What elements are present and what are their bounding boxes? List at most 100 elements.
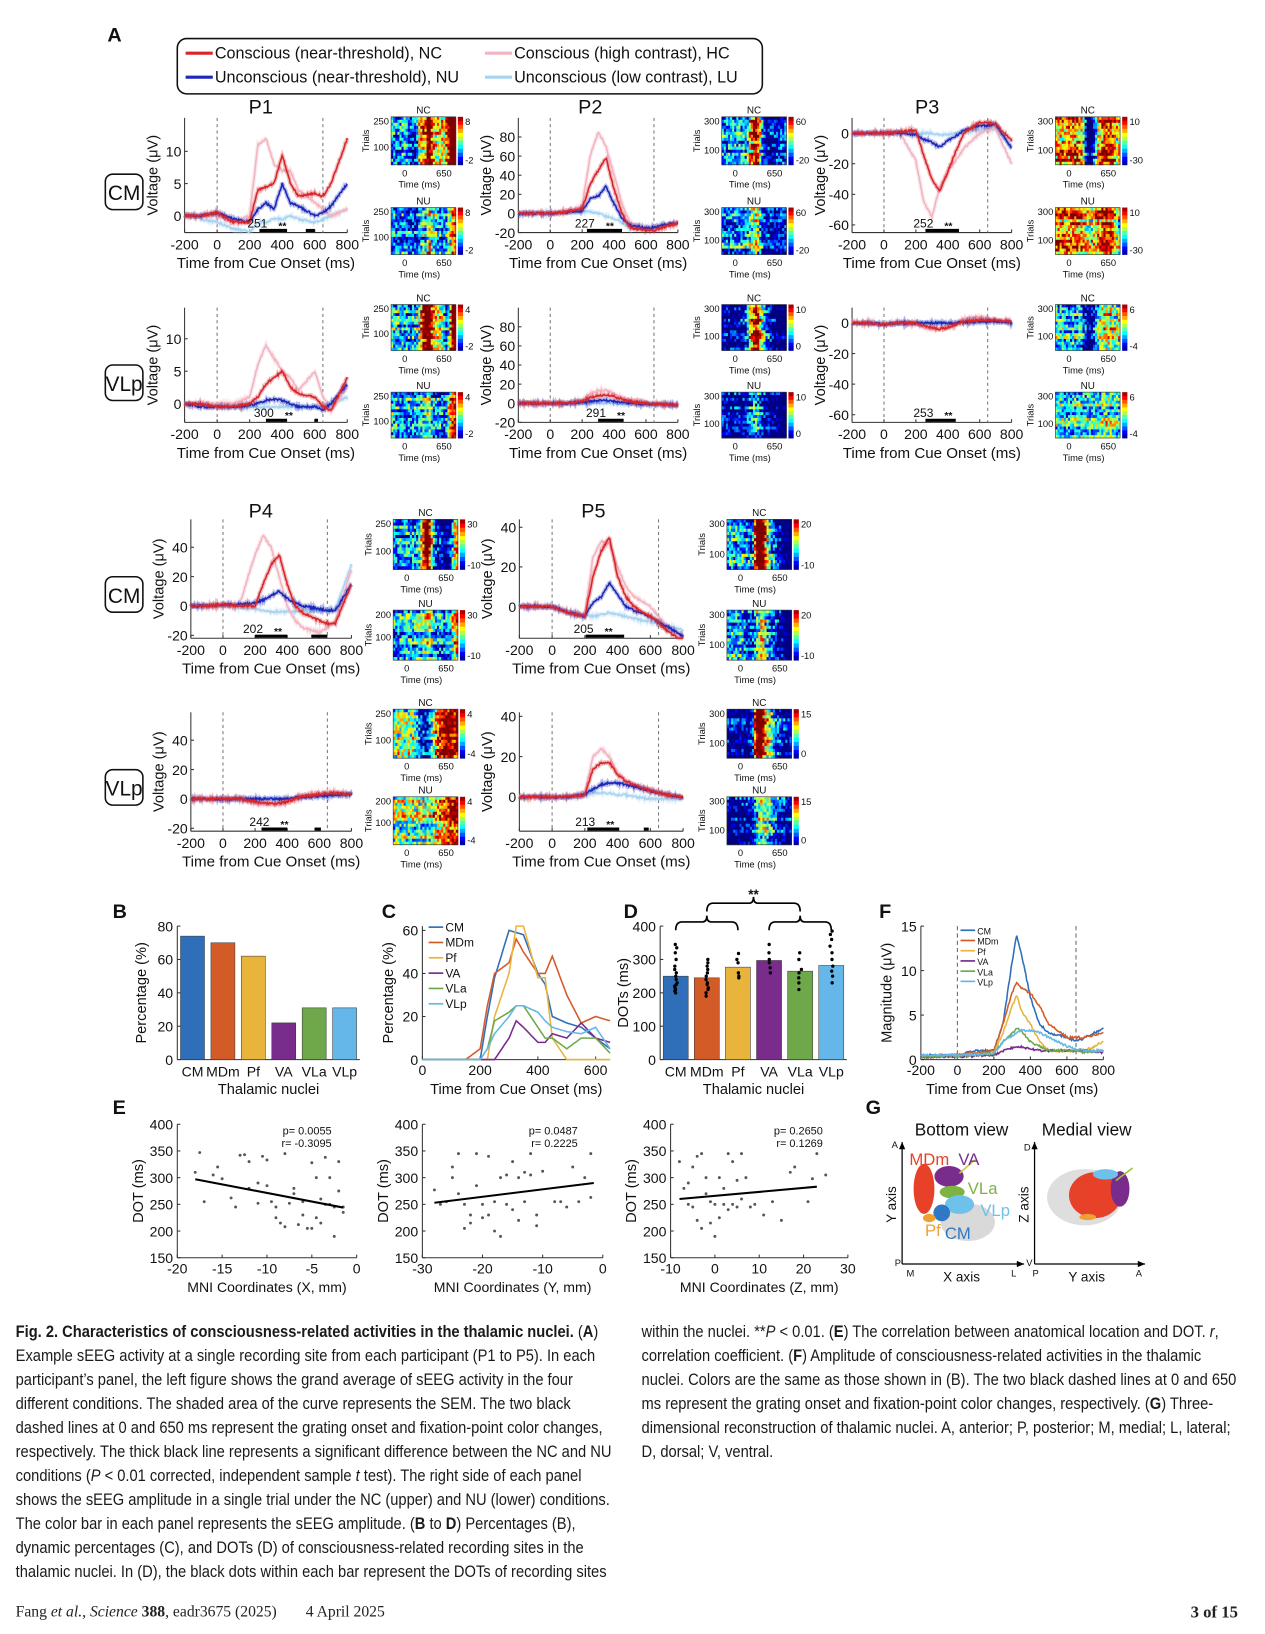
heatmap-cell <box>725 242 729 247</box>
heatmap-cell <box>761 242 764 247</box>
heatmap-cell <box>771 119 775 124</box>
heatmap-cell <box>414 143 417 148</box>
heatmap-cell <box>422 304 425 308</box>
heatmap-cell <box>721 400 725 405</box>
heatmap-cell <box>727 310 731 314</box>
heatmap-cell <box>401 333 405 337</box>
colorbar-min-label: 0 <box>796 429 801 439</box>
heatmap-cell <box>740 409 743 413</box>
heatmap-cell <box>405 248 409 252</box>
participant-title: P3 <box>915 97 939 119</box>
heatmap-cell <box>780 397 783 402</box>
heatmap-cell <box>782 137 785 142</box>
heatmap-cell <box>725 321 729 326</box>
heatmap-cell <box>426 315 430 320</box>
heatmap-cell <box>761 333 764 337</box>
heatmap-cell <box>422 248 425 252</box>
heatmap-cell <box>784 417 787 422</box>
heatmap-cell <box>1059 131 1063 136</box>
heatmap-cell <box>397 146 400 151</box>
colorbar-segment <box>788 160 794 166</box>
heatmap-cell <box>439 233 442 238</box>
colorbar-segment <box>788 434 794 439</box>
heatmap-cell <box>771 397 775 402</box>
heatmap-cell <box>744 435 748 439</box>
heatmap-cell <box>757 251 760 255</box>
heatmap-cell <box>784 122 787 127</box>
heatmap-cell <box>405 435 409 439</box>
heatmap-cell <box>742 417 746 422</box>
heatmap-cell <box>1117 158 1121 163</box>
heatmap-cell <box>725 420 729 425</box>
heatmap-cell <box>407 415 411 419</box>
heatmap-cell <box>414 397 417 402</box>
heatmap-cell <box>414 231 417 235</box>
heatmap-cell <box>738 239 741 244</box>
heatmap-cell <box>1074 210 1077 214</box>
heatmap-cell <box>736 315 739 320</box>
heatmap-cell <box>782 344 785 348</box>
heatmap-cell <box>411 324 415 328</box>
heatmap-y-label: Trials <box>361 219 371 242</box>
heatmap-cell <box>1055 155 1058 160</box>
heatmap-cell <box>395 333 398 337</box>
heatmap-cell <box>1086 143 1090 148</box>
heatmap-cell <box>426 236 430 241</box>
heatmap-cell <box>1088 134 1092 139</box>
heatmap-cell <box>434 245 438 250</box>
heatmap-cell <box>393 420 396 425</box>
heatmap-cell <box>730 210 733 214</box>
heatmap-cell <box>750 321 754 326</box>
heatmap-cell <box>744 417 748 422</box>
heatmap-cell <box>407 304 411 308</box>
heatmap-cell <box>736 242 739 247</box>
heatmap-cell <box>738 330 741 334</box>
heatmap-cell <box>439 116 442 121</box>
heatmap-cell <box>1109 213 1113 217</box>
heatmap-cell <box>773 231 777 235</box>
y-axis-label: Voltage (μV) <box>145 135 161 216</box>
heatmap-cell <box>755 228 758 232</box>
heatmap-cell <box>725 397 729 402</box>
y-tick-label: 0 <box>507 395 515 411</box>
heatmap-cell <box>736 435 739 439</box>
heatmap-cell <box>742 251 746 255</box>
x-tick-label: 800 <box>336 236 360 252</box>
heatmap-cell <box>424 158 427 163</box>
heatmap-cell <box>391 158 394 163</box>
heatmap-cell <box>1061 207 1065 211</box>
heatmap-cell <box>418 330 421 334</box>
heatmap-cell <box>395 392 398 396</box>
heatmap-cell <box>407 125 411 130</box>
heatmap-cell <box>1067 122 1071 127</box>
heatmap-cell <box>1065 128 1069 133</box>
heatmap-cell <box>763 131 766 136</box>
heatmap-cell <box>399 137 402 142</box>
heatmap-cell <box>763 216 766 220</box>
heatmap-cell <box>430 152 434 157</box>
heatmap-cell <box>391 400 394 405</box>
heatmap-cell <box>403 137 407 142</box>
heatmap-cell <box>1070 134 1073 139</box>
heatmap-cell <box>1072 213 1075 217</box>
heatmap-cell <box>1059 143 1063 148</box>
heatmap-cell <box>780 128 783 133</box>
heatmap-cell <box>752 228 756 232</box>
heatmap-cell <box>1090 134 1094 139</box>
heatmap-cell <box>1105 143 1108 148</box>
heatmap-cell <box>395 122 398 127</box>
heatmap-cell <box>732 318 735 323</box>
heatmap-cell <box>424 415 427 419</box>
heatmap-cell <box>771 420 775 425</box>
heatmap-cell <box>414 304 417 308</box>
heatmap-cell <box>778 119 781 124</box>
trial-tick-label: 100 <box>704 235 720 245</box>
heatmap-cell <box>1067 119 1071 124</box>
heatmap-cell <box>411 236 415 241</box>
heatmap-cell <box>782 426 785 430</box>
colorbar-segment <box>788 242 794 248</box>
heatmap-cell <box>420 231 423 235</box>
heatmap-cell <box>441 128 444 133</box>
heatmap-cell <box>424 149 427 154</box>
y-tick-label: -20 <box>495 225 516 241</box>
